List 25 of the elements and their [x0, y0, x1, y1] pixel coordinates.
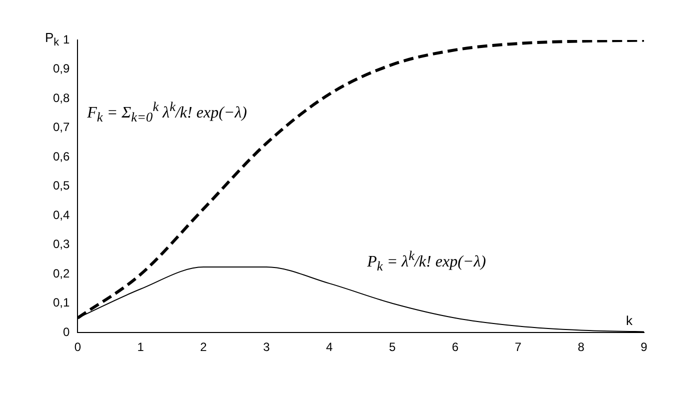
- y-axis-title: P$_{k}$: [45, 30, 60, 49]
- y-tick-label: 0: [62, 324, 70, 339]
- y-tick-label: 0,3: [52, 237, 70, 252]
- x-tick-label: 6: [452, 340, 459, 354]
- x-tick-label: 0: [74, 340, 82, 354]
- y-tick-label: 0,4: [52, 208, 70, 222]
- x-tick-label: 3: [263, 340, 270, 354]
- y-tick-label: 0,5: [52, 178, 70, 193]
- x-axis-title: k: [626, 312, 632, 328]
- y-tick-label: 0,9: [52, 62, 70, 76]
- series-label: P$_{k}$ = λ$^{k}$/k! exp(−λ): [367, 248, 486, 274]
- y-tick-label: 0,1: [52, 296, 70, 310]
- x-tick-label: 4: [326, 340, 334, 354]
- x-tick-label: 9: [640, 340, 648, 354]
- x-tick-label: 2: [200, 340, 208, 354]
- y-tick-label: 1: [62, 32, 70, 46]
- x-tick-label: 1: [137, 340, 144, 354]
- y-tick-label: 0,2: [52, 266, 70, 280]
- y-tick-label: 0,8: [52, 90, 70, 105]
- x-tick-label: 5: [388, 340, 396, 354]
- y-tick-label: 0,7: [52, 120, 70, 134]
- series-label: F$_{k}$ = Σ$_{k=0}$$^{k}$ λ$^{k}$/k! exp(−λ): [87, 98, 247, 126]
- y-tick-label: 0,6: [52, 149, 70, 164]
- x-tick-label: 7: [514, 340, 522, 354]
- x-tick-label: 8: [578, 340, 585, 354]
